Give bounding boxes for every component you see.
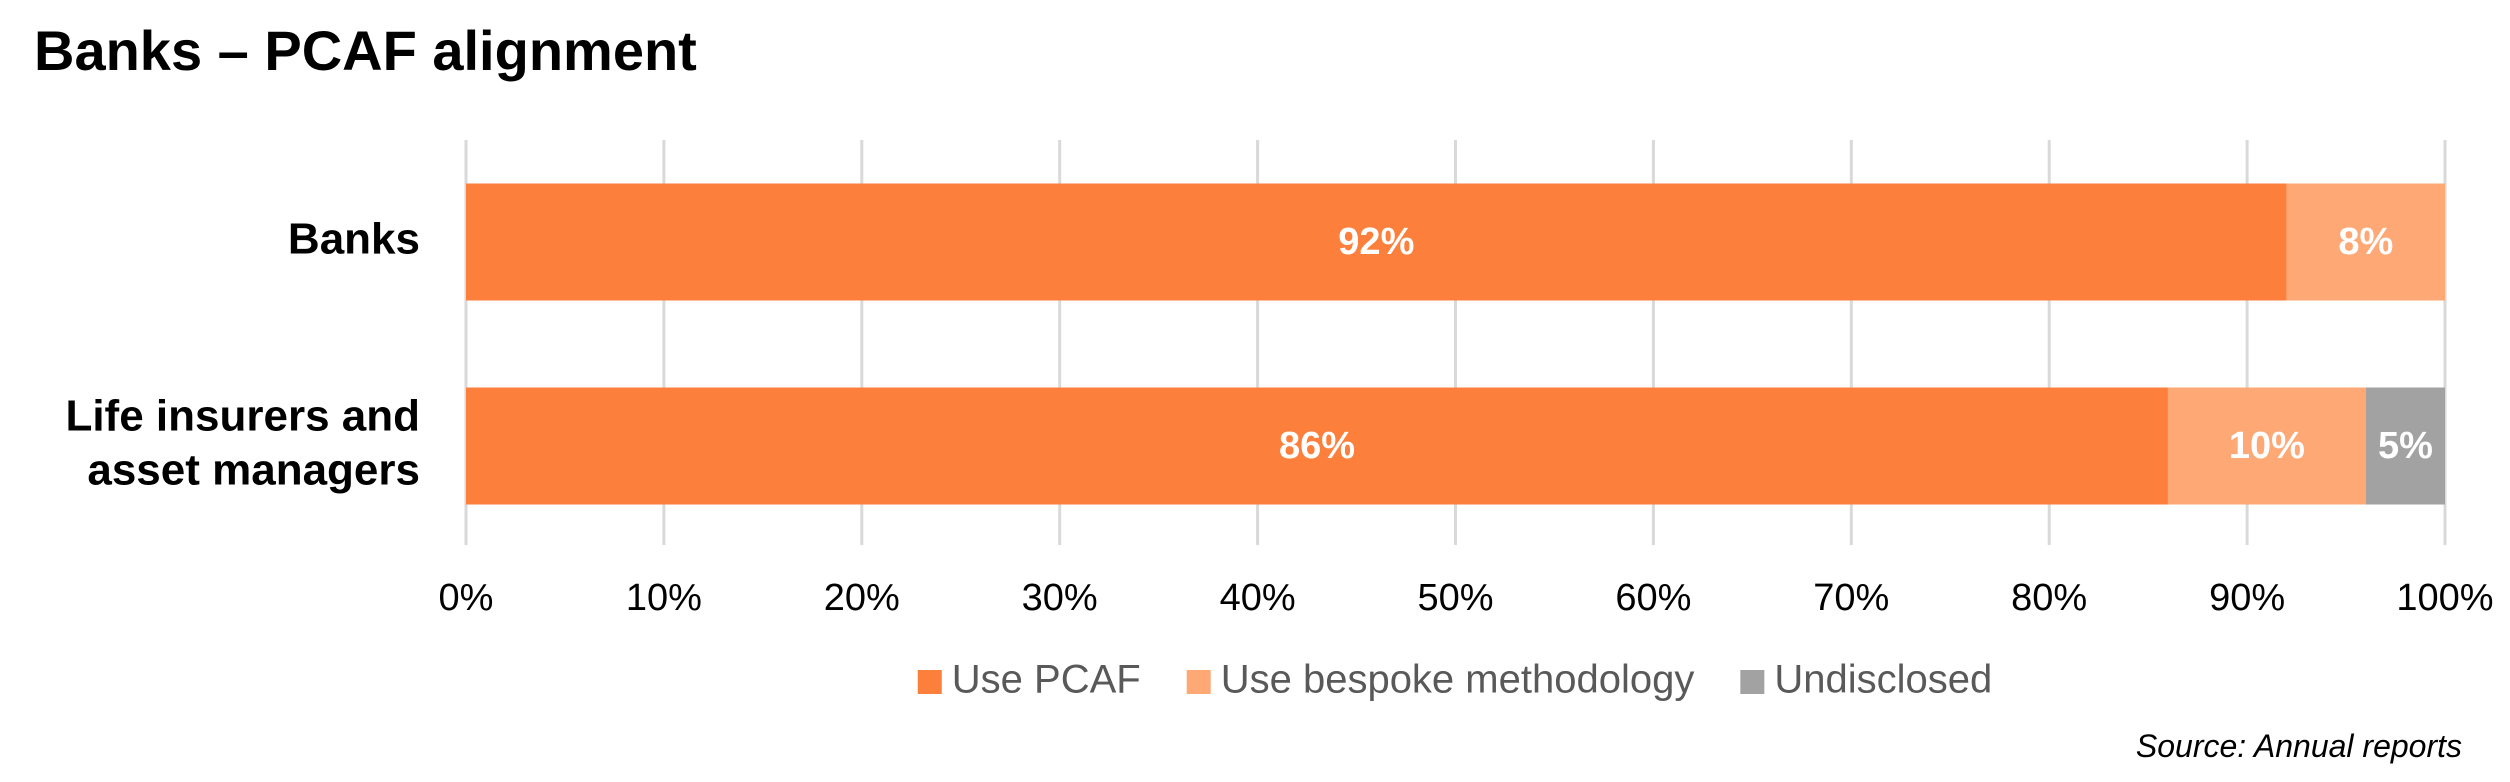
x-tick-label-3: 30%: [1022, 577, 1098, 619]
data-label-2-3: 5%: [2378, 425, 2433, 467]
legend-swatch-1: [917, 670, 942, 694]
source-note: Source: Annual reports: [2135, 728, 2462, 764]
x-tick-label-2: 20%: [824, 577, 900, 619]
bar-2-series-3: [2365, 387, 2445, 505]
legend-swatch-3: [1740, 670, 1765, 694]
legend-label-1: Use PCAF: [952, 658, 1141, 702]
x-tick-label-0: 0%: [439, 577, 494, 619]
legend-label-3: Undisclosed: [1774, 658, 1992, 702]
legend-label-2: Use bespoke methodology: [1221, 658, 1695, 702]
x-tick-label-1: 10%: [626, 577, 702, 619]
data-label-2-1: 86%: [1279, 425, 1355, 467]
bar-1-series-1: [466, 183, 2287, 301]
bar-2-series-2: [2167, 387, 2366, 505]
x-tick-label-6: 60%: [1615, 577, 1691, 619]
category-label-2-line-1: Life insurers and: [65, 392, 420, 441]
data-label-2-2: 10%: [2229, 425, 2305, 467]
data-label-1-2: 8%: [2338, 221, 2393, 263]
x-tick-label-8: 80%: [2011, 577, 2087, 619]
chart-title: Banks – PCAF alignment: [34, 19, 697, 82]
category-label-2-line-2: asset managers: [87, 446, 420, 495]
category-label-1-line-1: Banks: [288, 215, 420, 264]
bar-1-series-2: [2286, 183, 2445, 301]
bar-2-series-1: [466, 387, 2168, 505]
legend-swatch-2: [1186, 670, 1211, 694]
x-tick-label-4: 40%: [1220, 577, 1296, 619]
x-tick-label-9: 90%: [2209, 577, 2285, 619]
x-tick-label-5: 50%: [1417, 577, 1493, 619]
x-tick-label-10: 100%: [2396, 577, 2493, 619]
x-tick-label-7: 70%: [1813, 577, 1889, 619]
data-label-1-1: 92%: [1338, 221, 1414, 263]
